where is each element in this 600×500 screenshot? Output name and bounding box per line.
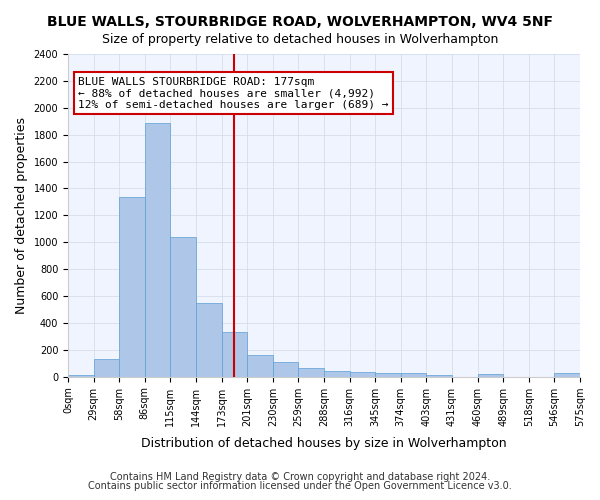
Bar [298, 368, 324, 376]
Bar [196, 304, 221, 376]
Bar [119, 196, 145, 376]
Bar [170, 237, 196, 376]
Bar [401, 374, 427, 376]
Bar [247, 355, 273, 376]
Bar [68, 374, 94, 376]
X-axis label: Distribution of detached houses by size in Wolverhampton: Distribution of detached houses by size … [141, 437, 507, 450]
Y-axis label: Number of detached properties: Number of detached properties [15, 117, 28, 314]
Text: BLUE WALLS, STOURBRIDGE ROAD, WOLVERHAMPTON, WV4 5NF: BLUE WALLS, STOURBRIDGE ROAD, WOLVERHAMP… [47, 15, 553, 29]
Text: Size of property relative to detached houses in Wolverhampton: Size of property relative to detached ho… [102, 32, 498, 46]
Bar [221, 332, 247, 376]
Bar [478, 374, 503, 376]
Text: BLUE WALLS STOURBRIDGE ROAD: 177sqm
← 88% of detached houses are smaller (4,992): BLUE WALLS STOURBRIDGE ROAD: 177sqm ← 88… [78, 76, 389, 110]
Bar [145, 122, 170, 376]
Text: Contains public sector information licensed under the Open Government Licence v3: Contains public sector information licen… [88, 481, 512, 491]
Bar [427, 374, 452, 376]
Bar [94, 359, 119, 376]
Bar [375, 372, 401, 376]
Text: Contains HM Land Registry data © Crown copyright and database right 2024.: Contains HM Land Registry data © Crown c… [110, 472, 490, 482]
Bar [350, 372, 375, 376]
Bar [273, 362, 298, 376]
Bar [324, 372, 350, 376]
Bar [554, 374, 580, 376]
